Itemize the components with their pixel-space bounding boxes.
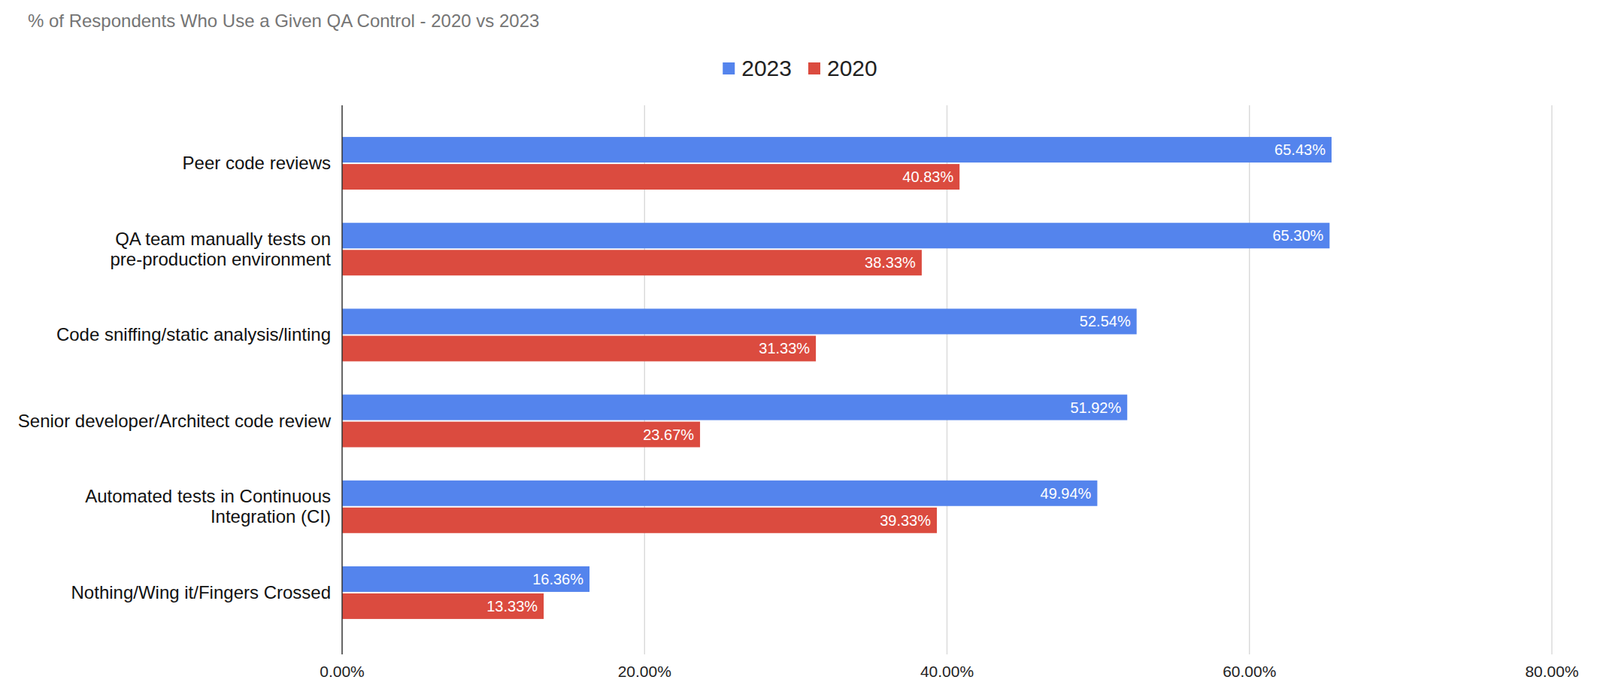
bar (342, 421, 700, 448)
chart-container: % of Respondents Who Use a Given QA Cont… (0, 0, 1600, 695)
chart-svg: % of Respondents Who Use a Given QA Cont… (0, 0, 1600, 695)
tick-label: 0.00% (319, 662, 365, 680)
category-label: Automated tests in ContinuousIntegration… (84, 485, 331, 527)
bar (342, 249, 922, 276)
bar (342, 335, 816, 361)
data-label: 40.83% (902, 168, 954, 185)
legend-label: 2023 (741, 55, 792, 81)
bars (342, 136, 1332, 619)
data-label: 38.33% (864, 254, 916, 271)
grid-line (1248, 105, 1250, 655)
legend-swatch (722, 62, 735, 75)
category-label: Senior developer/Architect code review (18, 410, 332, 431)
tick-label: 80.00% (1524, 662, 1579, 680)
bar (342, 308, 1137, 334)
data-label: 65.30% (1272, 227, 1325, 244)
category-label: Nothing/Wing it/Fingers Crossed (71, 581, 331, 603)
legend-swatch (808, 62, 821, 75)
category-label: Code sniffing/static analysis/linting (56, 324, 331, 345)
data-label: 39.33% (879, 512, 931, 529)
tick-label: 40.00% (920, 662, 974, 680)
data-label: 52.54% (1079, 312, 1131, 330)
data-label: 23.67% (642, 426, 694, 443)
bar (342, 163, 960, 190)
legend-label: 2020 (827, 55, 878, 81)
bar (342, 136, 1332, 163)
category-label: QA team manually tests onpre-production … (110, 228, 332, 270)
data-label: 13.33% (486, 597, 538, 615)
bar (342, 593, 544, 619)
tick-label: 60.00% (1222, 662, 1276, 680)
data-label: 16.36% (532, 570, 584, 588)
data-label: 65.43% (1274, 141, 1326, 158)
bar (342, 480, 1097, 507)
axis-line (341, 105, 343, 655)
bar (342, 394, 1128, 421)
data-label: 49.94% (1040, 484, 1092, 502)
title: % of Respondents Who Use a Given QA Cont… (27, 10, 540, 31)
data-labels: 65.43% 40.83% 65.30% 38.33% 52.54% 31.33% 51.9… (486, 141, 1326, 615)
bar (342, 222, 1330, 249)
data-label: 31.33% (758, 339, 810, 357)
bar (342, 507, 937, 534)
bar (342, 566, 590, 592)
legend: 2023 2020 (722, 55, 878, 81)
data-label: 51.92% (1069, 399, 1122, 416)
tick-label: 20.00% (618, 662, 672, 680)
category-label: Peer code reviews (182, 152, 331, 173)
grid-line (1551, 105, 1552, 655)
